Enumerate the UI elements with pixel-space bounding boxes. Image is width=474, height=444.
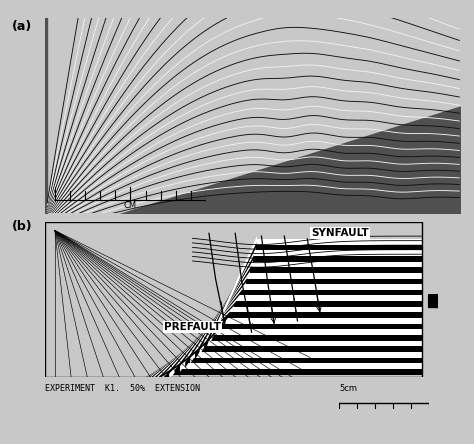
Polygon shape bbox=[157, 293, 239, 387]
Polygon shape bbox=[195, 253, 254, 360]
Polygon shape bbox=[125, 321, 220, 404]
Polygon shape bbox=[132, 315, 225, 401]
Polygon shape bbox=[152, 298, 236, 391]
Polygon shape bbox=[180, 270, 249, 372]
Polygon shape bbox=[174, 276, 246, 376]
Polygon shape bbox=[200, 247, 255, 356]
Polygon shape bbox=[138, 309, 228, 397]
Polygon shape bbox=[110, 332, 210, 411]
Polygon shape bbox=[55, 366, 168, 428]
Polygon shape bbox=[145, 304, 232, 394]
Polygon shape bbox=[185, 264, 251, 368]
Polygon shape bbox=[204, 242, 256, 351]
Polygon shape bbox=[169, 281, 244, 380]
Polygon shape bbox=[85, 349, 192, 420]
FancyArrow shape bbox=[428, 293, 447, 309]
Text: PREFAULT: PREFAULT bbox=[164, 321, 221, 332]
Polygon shape bbox=[190, 259, 252, 364]
Text: (a): (a) bbox=[12, 20, 32, 33]
Polygon shape bbox=[93, 344, 199, 416]
Text: SYNFAULT: SYNFAULT bbox=[311, 228, 369, 238]
Polygon shape bbox=[75, 355, 185, 423]
Polygon shape bbox=[209, 236, 257, 347]
Text: 5cm: 5cm bbox=[339, 384, 357, 393]
Polygon shape bbox=[164, 287, 242, 383]
Text: (b): (b) bbox=[12, 220, 33, 233]
Text: CM: CM bbox=[124, 201, 137, 210]
Text: EXPERIMENT  K1.  50%  EXTENSION: EXPERIMENT K1. 50% EXTENSION bbox=[45, 384, 200, 393]
Polygon shape bbox=[65, 361, 177, 425]
Polygon shape bbox=[118, 326, 216, 407]
Polygon shape bbox=[102, 338, 205, 414]
